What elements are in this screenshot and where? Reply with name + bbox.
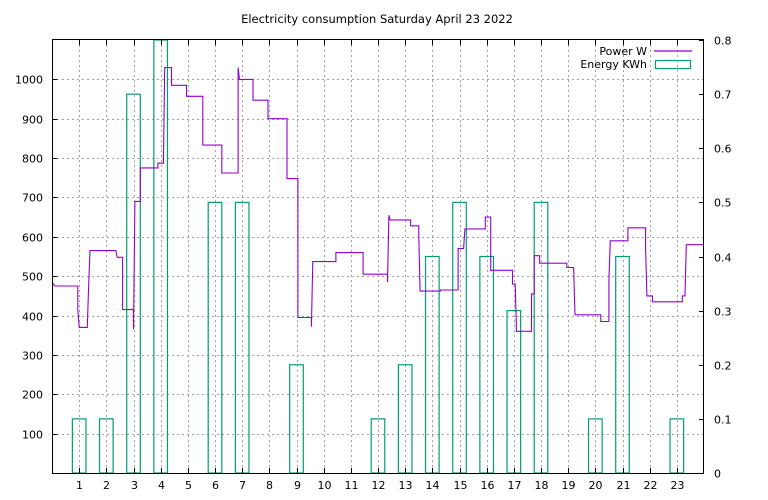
y-axis: 100 200 300 400 500 600 700 800 900 1000: [15, 74, 57, 442]
x-tick-label: 8: [266, 479, 273, 492]
x-tick-label: 11: [345, 479, 359, 492]
x-tick-label: 19: [562, 479, 576, 492]
energy-bar: [234, 201, 250, 474]
x-tick-label: 6: [212, 479, 219, 492]
x-tick-label: 18: [535, 479, 549, 492]
x-tick-label: 23: [671, 479, 685, 492]
x-tick-label: 15: [454, 479, 468, 492]
y2-tick-label: 0.6: [714, 143, 732, 156]
y2-tick-label: 0.4: [714, 252, 732, 265]
x-axis: 1 2 3 4 5 6 7 8 9 10 11 12 13 14 15 16 17 18 19 20 21 22 23: [76, 40, 685, 492]
x-tick-label: 12: [372, 479, 386, 492]
y2-tick-label: 0.2: [714, 360, 732, 373]
legend-label-energy: Energy KWh: [580, 58, 647, 71]
power-line: [51, 67, 704, 332]
x-tick-label: 17: [508, 479, 522, 492]
x-tick-label: 9: [294, 479, 301, 492]
energy-bar: [479, 255, 495, 474]
chart-title: Electricity consumption Saturday April 2…: [241, 12, 513, 26]
x-tick-label: 7: [239, 479, 246, 492]
y-tick-label: 900: [22, 114, 43, 127]
x-tick-label: 14: [426, 479, 440, 492]
x-tick-label: 1: [76, 479, 83, 492]
y2-tick-label: 0.7: [714, 89, 732, 102]
y2-tick-label: 0.3: [714, 306, 732, 319]
y-tick-label: 500: [22, 271, 43, 284]
energy-bar: [615, 255, 630, 474]
x-tick-label: 13: [399, 479, 413, 492]
legend-swatch-energy: [654, 59, 692, 70]
legend: Power W Energy KWh: [580, 45, 692, 71]
y-tick-label: 100: [22, 429, 43, 442]
y-tick-label: 1000: [15, 74, 43, 87]
y2-axis: 0 0.1 0.2 0.3 0.4 0.5 0.6 0.7 0.8: [699, 35, 732, 481]
plot-frame: [52, 39, 704, 474]
x-tick-label: 16: [481, 479, 495, 492]
energy-bar: [533, 201, 549, 474]
energy-bar: [669, 418, 685, 474]
y-tick-label: 200: [22, 389, 43, 402]
legend-label-power: Power W: [599, 45, 647, 58]
x-tick-label: 4: [158, 479, 165, 492]
power-series-line: [51, 67, 704, 332]
energy-bar: [506, 310, 522, 474]
energy-bar: [153, 39, 169, 474]
y2-tick-label: 0.8: [714, 35, 732, 48]
x-tick-label: 3: [131, 479, 138, 492]
energy-bar: [289, 364, 304, 474]
y2-tick-label: 0.1: [714, 414, 732, 427]
x-tick-label: 10: [318, 479, 332, 492]
x-tick-label: 21: [617, 479, 631, 492]
y2-tick-label: 0: [714, 468, 721, 481]
y2-tick-label: 0.5: [714, 197, 732, 210]
grid: [52, 40, 704, 473]
y-tick-label: 800: [22, 153, 43, 166]
x-tick-label: 20: [589, 479, 603, 492]
y-tick-label: 600: [22, 232, 43, 245]
x-tick-label: 22: [644, 479, 658, 492]
x-tick-label: 5: [185, 479, 192, 492]
y-tick-label: 400: [22, 311, 43, 324]
x-tick-label: 2: [103, 479, 110, 492]
y-tick-label: 700: [22, 192, 43, 205]
y-tick-label: 300: [22, 350, 43, 363]
energy-bar: [207, 201, 223, 474]
